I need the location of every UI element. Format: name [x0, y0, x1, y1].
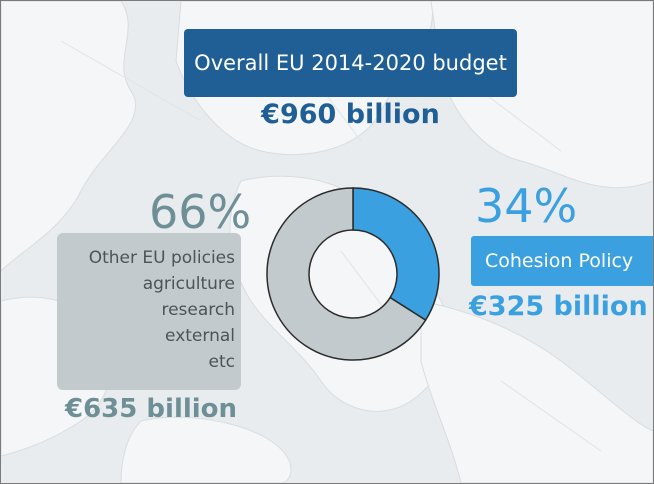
- budget-title-box: Overall EU 2014-2020 budget: [184, 29, 517, 97]
- other-line: etc: [208, 352, 235, 372]
- cohesion-percent: 34%: [475, 179, 578, 233]
- other-policies-list: Other EU policies agriculture research e…: [89, 245, 235, 375]
- other-amount: €635 billion: [65, 394, 238, 424]
- other-policies-panel: Other EU policies agriculture research e…: [57, 233, 241, 390]
- cohesion-policy-label: Cohesion Policy: [485, 250, 634, 272]
- other-line: research: [161, 300, 235, 320]
- other-line: external: [165, 326, 235, 346]
- budget-title: Overall EU 2014-2020 budget: [194, 51, 507, 75]
- cohesion-amount: €325 billion: [469, 291, 648, 322]
- budget-donut-chart: [266, 187, 440, 361]
- budget-total: €960 billion: [261, 99, 440, 130]
- cohesion-policy-box: Cohesion Policy: [471, 236, 653, 286]
- other-line: Other EU policies: [88, 248, 235, 268]
- donut-slice-other-eu-policies: [266, 187, 427, 361]
- donut-slice-cohesion-policy: [352, 187, 440, 322]
- other-percent: 66%: [149, 185, 252, 239]
- other-line: agriculture: [142, 274, 235, 294]
